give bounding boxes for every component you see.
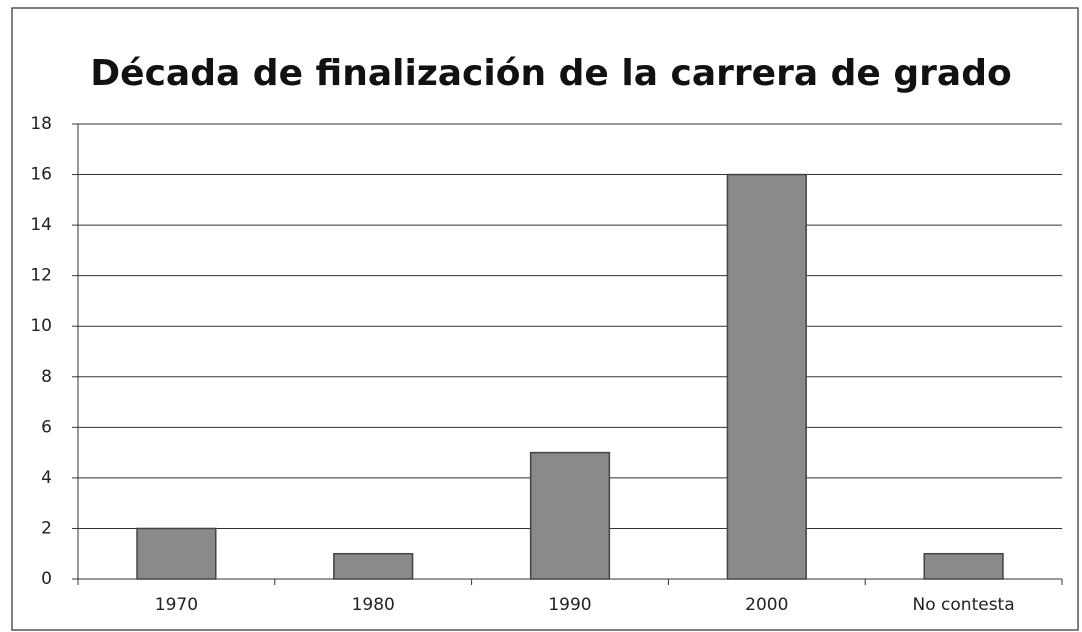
x-tick-label: 1970 bbox=[155, 595, 198, 615]
x-tick-label: 2000 bbox=[745, 595, 788, 615]
x-tick-label: 1980 bbox=[352, 595, 395, 615]
y-tick-label: 6 bbox=[41, 417, 52, 437]
x-tick-label: 1990 bbox=[548, 595, 591, 615]
bar bbox=[136, 527, 217, 580]
y-tick-label: 4 bbox=[41, 468, 52, 488]
bar bbox=[529, 451, 611, 580]
chart-title: Década de finalización de la carrera de … bbox=[90, 53, 1011, 94]
y-tick-label: 8 bbox=[41, 367, 52, 387]
y-tick-label: 14 bbox=[30, 215, 52, 235]
y-tick-label: 12 bbox=[30, 266, 52, 286]
y-tick-label: 0 bbox=[41, 569, 52, 589]
bar bbox=[726, 173, 807, 580]
y-tick-label: 16 bbox=[30, 165, 52, 185]
y-tick-label: 10 bbox=[30, 316, 52, 336]
y-tick-label: 2 bbox=[41, 518, 52, 538]
bar bbox=[923, 552, 1004, 580]
bar bbox=[333, 552, 414, 580]
y-tick-label: 18 bbox=[30, 114, 52, 134]
x-tick-label: No contesta bbox=[913, 595, 1015, 615]
